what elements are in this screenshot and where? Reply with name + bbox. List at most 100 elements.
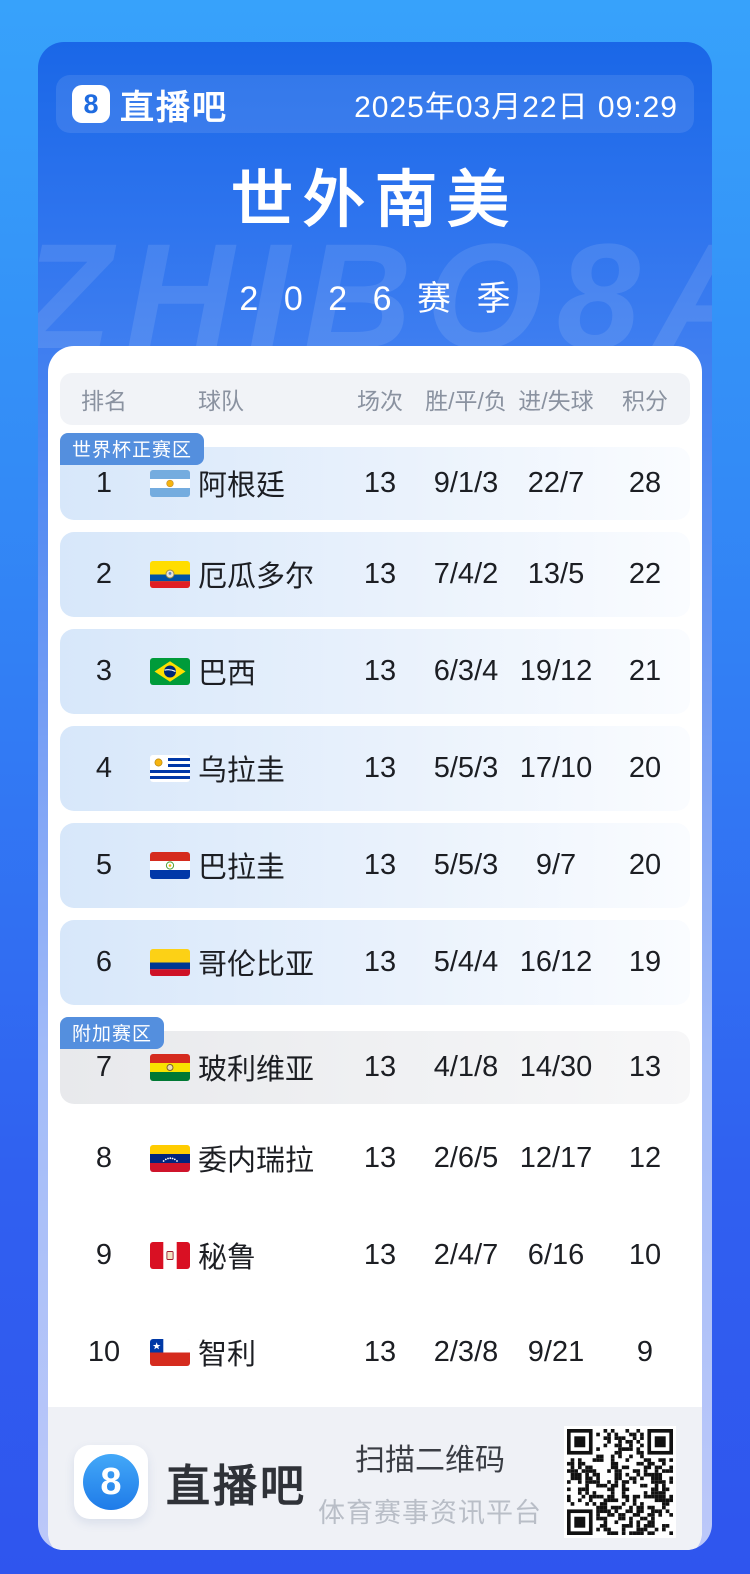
goals-for-against: 9/21 <box>527 1335 585 1368</box>
rank-value: 3 <box>95 654 113 687</box>
team-flag-icon <box>150 469 190 497</box>
rank-value: 10 <box>87 1335 121 1368</box>
team-name: 委内瑞拉 <box>198 1145 315 1178</box>
team-flag-icon <box>150 1241 190 1269</box>
goals-for-against: 14/30 <box>519 1050 593 1083</box>
table-row: 3 巴西 13 6/3/4 19/12 21 <box>60 628 690 714</box>
matches-played: 13 <box>363 848 397 881</box>
win-draw-loss: 6/3/4 <box>433 654 499 687</box>
table-row: 附加赛区 7 玻利维亚 13 4/1/8 14/30 13 <box>60 1016 690 1104</box>
goals-for-against: 16/12 <box>519 945 593 978</box>
rank-value: 8 <box>95 1141 113 1174</box>
table-row: 4 乌拉圭 13 5/5/3 17/10 20 <box>60 725 690 811</box>
win-draw-loss: 5/5/3 <box>433 751 499 784</box>
zone-badge: 附加赛区 <box>60 1016 165 1049</box>
points-value: 20 <box>628 848 662 881</box>
team-flag-icon <box>150 948 190 976</box>
col-rank: 排名 <box>81 387 127 414</box>
card-footer: 8 直播吧 扫描二维码 体育赛事资讯平台 <box>48 1406 702 1550</box>
brand-name: 直播吧 <box>120 88 228 127</box>
standings-card: 排名 球队 场次 胜/平/负 进/失球 积分 世界杯正赛区 1 阿根廷 13 9… <box>48 346 702 1550</box>
points-value: 28 <box>628 466 662 499</box>
points-value: 12 <box>628 1141 662 1174</box>
table-row: 8 委内瑞拉 13 2/6/5 12/17 12 <box>60 1116 690 1201</box>
matches-played: 13 <box>363 466 397 499</box>
goals-for-against: 13/5 <box>527 557 585 590</box>
goals-for-against: 17/10 <box>519 751 593 784</box>
team-flag-icon <box>150 1053 190 1081</box>
table-row: 9 秘鲁 13 2/4/7 6/16 10 <box>60 1213 690 1298</box>
footer-brand-name: 直播吧 <box>166 1462 307 1512</box>
qr-code <box>564 1426 676 1539</box>
zhibo8-logo-icon: 8 <box>72 85 110 123</box>
standings-rows: 世界杯正赛区 1 阿根廷 13 9/1/3 22/7 28 2 厄瓜多尔 13 … <box>60 432 690 1407</box>
win-draw-loss: 4/1/8 <box>433 1050 499 1083</box>
team-flag-icon <box>150 560 190 588</box>
scan-subtitle: 体育赛事资讯平台 <box>318 1497 542 1528</box>
points-value: 22 <box>628 557 662 590</box>
top-bar: 8 直播吧 2025年03月22日 09:29 <box>56 75 694 133</box>
team-flag-icon <box>150 1144 190 1172</box>
matches-played: 13 <box>363 1050 397 1083</box>
win-draw-loss: 5/5/3 <box>433 848 499 881</box>
win-draw-loss: 2/6/5 <box>433 1141 499 1174</box>
points-value: 21 <box>628 654 662 687</box>
table-header: 排名 球队 场次 胜/平/负 进/失球 积分 <box>60 373 690 425</box>
team-flag-icon <box>150 657 190 685</box>
datetime-label: 2025年03月22日 09:29 <box>354 91 678 124</box>
team-name: 巴西 <box>198 658 257 691</box>
rank-value: 5 <box>95 848 113 881</box>
goals-for-against: 9/7 <box>535 848 577 881</box>
matches-played: 13 <box>363 1238 397 1271</box>
points-value: 9 <box>636 1335 654 1368</box>
logo-8-glyph: 8 <box>83 1454 139 1511</box>
poster-panel: ZHIBO8A 8 直播吧 2025年03月22日 09:29 世外南美 202… <box>38 42 712 1550</box>
scan-title: 扫描二维码 <box>355 1443 505 1477</box>
season-label: 2026赛季 <box>239 280 537 318</box>
team-name: 哥伦比亚 <box>198 949 315 982</box>
table-row: 10 智利 13 2/3/8 9/21 9 <box>60 1310 690 1395</box>
table-row: 6 哥伦比亚 13 5/4/4 16/12 19 <box>60 919 690 1005</box>
zhibo8-footer-logo-icon: 8 <box>74 1445 148 1520</box>
team-flag-icon <box>150 754 190 782</box>
rank-value: 9 <box>95 1238 113 1271</box>
rank-value: 2 <box>95 557 113 590</box>
team-name: 阿根廷 <box>198 470 286 503</box>
points-value: 19 <box>628 945 662 978</box>
rank-value: 4 <box>95 751 113 784</box>
scan-hint: 扫描二维码 体育赛事资讯平台 <box>318 1435 542 1530</box>
rank-value: 7 <box>95 1050 113 1083</box>
win-draw-loss: 7/4/2 <box>433 557 499 590</box>
win-draw-loss: 5/4/4 <box>433 945 499 978</box>
matches-played: 13 <box>363 945 397 978</box>
page-title: 世外南美 <box>230 166 519 235</box>
team-name: 秘鲁 <box>198 1242 257 1275</box>
team-name: 智利 <box>198 1339 257 1372</box>
goals-for-against: 22/7 <box>527 466 585 499</box>
zone-badge: 世界杯正赛区 <box>60 432 205 465</box>
table-row: 5 巴拉圭 13 5/5/3 9/7 20 <box>60 822 690 908</box>
points-value: 20 <box>628 751 662 784</box>
rank-value: 6 <box>95 945 113 978</box>
matches-played: 13 <box>363 1141 397 1174</box>
matches-played: 13 <box>363 751 397 784</box>
col-team: 球队 <box>198 387 244 414</box>
goals-for-against: 6/16 <box>527 1238 585 1271</box>
rank-value: 1 <box>95 466 113 499</box>
goals-for-against: 12/17 <box>519 1141 593 1174</box>
points-value: 10 <box>628 1238 662 1271</box>
col-goals: 进/失球 <box>518 387 594 414</box>
col-points: 积分 <box>622 387 668 414</box>
table-row: 世界杯正赛区 1 阿根廷 13 9/1/3 22/7 28 <box>60 432 690 520</box>
team-name: 玻利维亚 <box>198 1054 315 1087</box>
points-value: 13 <box>628 1050 662 1083</box>
team-name: 巴拉圭 <box>198 852 286 885</box>
win-draw-loss: 9/1/3 <box>433 466 499 499</box>
table-row: 2 厄瓜多尔 13 7/4/2 13/5 22 <box>60 531 690 617</box>
team-name: 厄瓜多尔 <box>198 561 315 594</box>
team-flag-icon <box>150 1338 190 1366</box>
matches-played: 13 <box>363 654 397 687</box>
col-wdl: 胜/平/负 <box>425 387 507 414</box>
matches-played: 13 <box>363 557 397 590</box>
matches-played: 13 <box>363 1335 397 1368</box>
